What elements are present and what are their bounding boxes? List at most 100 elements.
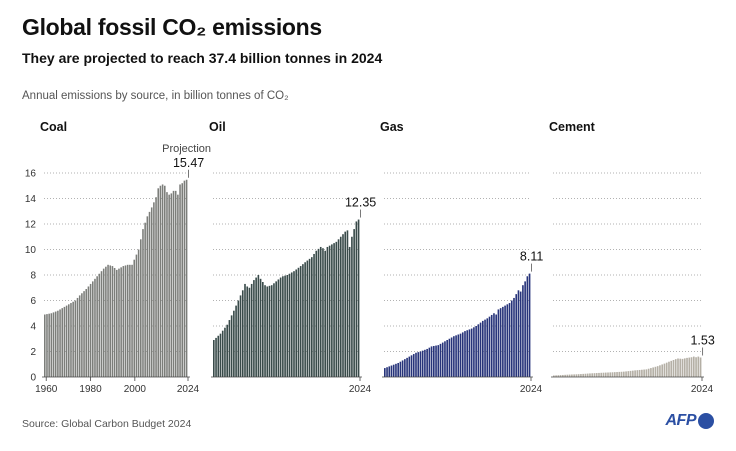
bar-cement: [586, 373, 589, 377]
bar-gas: [415, 352, 417, 377]
bar-coal: [94, 278, 96, 377]
bar-oil: [306, 260, 309, 377]
bar-coal: [83, 291, 85, 377]
bar-gas: [433, 345, 435, 377]
bar-cement: [609, 372, 612, 377]
chart-subtitle: They are projected to reach 37.4 billion…: [22, 50, 383, 66]
bar-cement: [645, 369, 648, 377]
bar-oil: [315, 250, 318, 377]
bar-oil: [357, 219, 360, 377]
bar-gas: [450, 337, 453, 377]
bar-coal: [177, 194, 179, 377]
bar-cement: [577, 374, 580, 377]
bar-cement: [564, 374, 566, 377]
bar-cement: [647, 368, 650, 377]
bar-oil: [279, 277, 282, 377]
bar-oil: [215, 337, 217, 377]
bar-oil: [317, 248, 320, 377]
bar-oil: [337, 239, 340, 377]
bar-oil: [290, 272, 293, 377]
bar-cement: [595, 373, 598, 377]
bar-gas: [479, 322, 482, 377]
bar-oil: [226, 324, 228, 377]
bar-oil: [217, 335, 220, 377]
x-tick-label: 1980: [79, 384, 102, 395]
bar-coal: [164, 185, 166, 377]
bar-oil: [273, 283, 275, 377]
bar-coal: [70, 303, 72, 377]
bar-coal: [157, 188, 160, 377]
bar-coal: [153, 202, 155, 377]
bar-coal: [148, 211, 151, 377]
bar-oil: [250, 283, 253, 377]
bar-coal: [63, 306, 66, 378]
bar-gas: [455, 335, 457, 377]
bar-cement: [695, 357, 697, 377]
bar-oil: [331, 244, 333, 377]
bar-cement: [611, 372, 614, 377]
bar-gas: [459, 333, 462, 377]
bar-oil: [282, 276, 284, 377]
bar-cement: [613, 372, 616, 377]
bar-coal: [159, 185, 162, 377]
x-tick-label: 2024: [177, 384, 200, 395]
bar-coal: [74, 300, 77, 377]
bar-cement: [670, 360, 673, 377]
bar-cement: [699, 357, 702, 377]
y-tick-label: 8: [30, 271, 36, 282]
x-tick-label: 2000: [124, 384, 147, 395]
bar-cement: [688, 357, 691, 377]
bar-coal: [44, 314, 46, 377]
bar-oil: [270, 285, 273, 377]
bar-oil: [266, 286, 269, 377]
bar-coal: [166, 192, 168, 378]
bar-oil: [235, 305, 237, 377]
bar-gas: [426, 348, 428, 377]
bar-oil: [221, 330, 224, 377]
bar-oil: [308, 258, 311, 377]
bar-oil: [313, 253, 315, 377]
chart-description: Annual emissions by source, in billion t…: [22, 90, 289, 102]
bar-cement: [575, 374, 578, 377]
bar-oil: [277, 279, 280, 377]
bar-cement: [593, 373, 596, 377]
bar-gas: [495, 314, 497, 377]
bar-oil: [324, 250, 326, 377]
bar-gas: [388, 366, 391, 378]
bar-gas: [473, 327, 475, 377]
y-tick-label: 4: [30, 322, 36, 333]
bar-coal: [52, 312, 55, 377]
end-value-label-oil: 12.35: [345, 196, 376, 210]
bar-gas: [457, 334, 460, 377]
bar-cement: [692, 356, 695, 377]
bar-cement: [634, 370, 636, 377]
bar-gas: [444, 341, 446, 377]
bar-coal: [185, 179, 188, 377]
bar-oil: [335, 241, 338, 377]
bar-gas: [404, 359, 406, 377]
bar-cement: [677, 358, 679, 377]
bar-gas: [486, 318, 489, 377]
bar-cement: [650, 368, 652, 377]
bar-coal: [96, 276, 98, 377]
projection-note: Projection: [162, 143, 211, 155]
bar-oil: [239, 295, 242, 377]
bar-oil: [346, 230, 349, 378]
bar-coal: [54, 311, 57, 377]
bar-gas: [397, 362, 399, 377]
bar-coal: [59, 309, 61, 377]
bar-gas: [484, 319, 486, 378]
bar-coal: [133, 259, 136, 377]
source-note: Source: Global Carbon Budget 2024: [22, 418, 192, 430]
bar-coal: [109, 265, 112, 377]
bar-gas: [428, 347, 431, 377]
bar-cement: [568, 374, 571, 377]
bar-coal: [65, 305, 68, 377]
bar-gas: [506, 304, 509, 377]
bar-coal: [87, 286, 90, 377]
bar-coal: [92, 281, 94, 378]
y-tick-label: 14: [25, 194, 37, 205]
end-value-label-coal: 15.47: [173, 156, 204, 170]
bar-coal: [181, 183, 184, 377]
bar-gas: [410, 355, 413, 377]
